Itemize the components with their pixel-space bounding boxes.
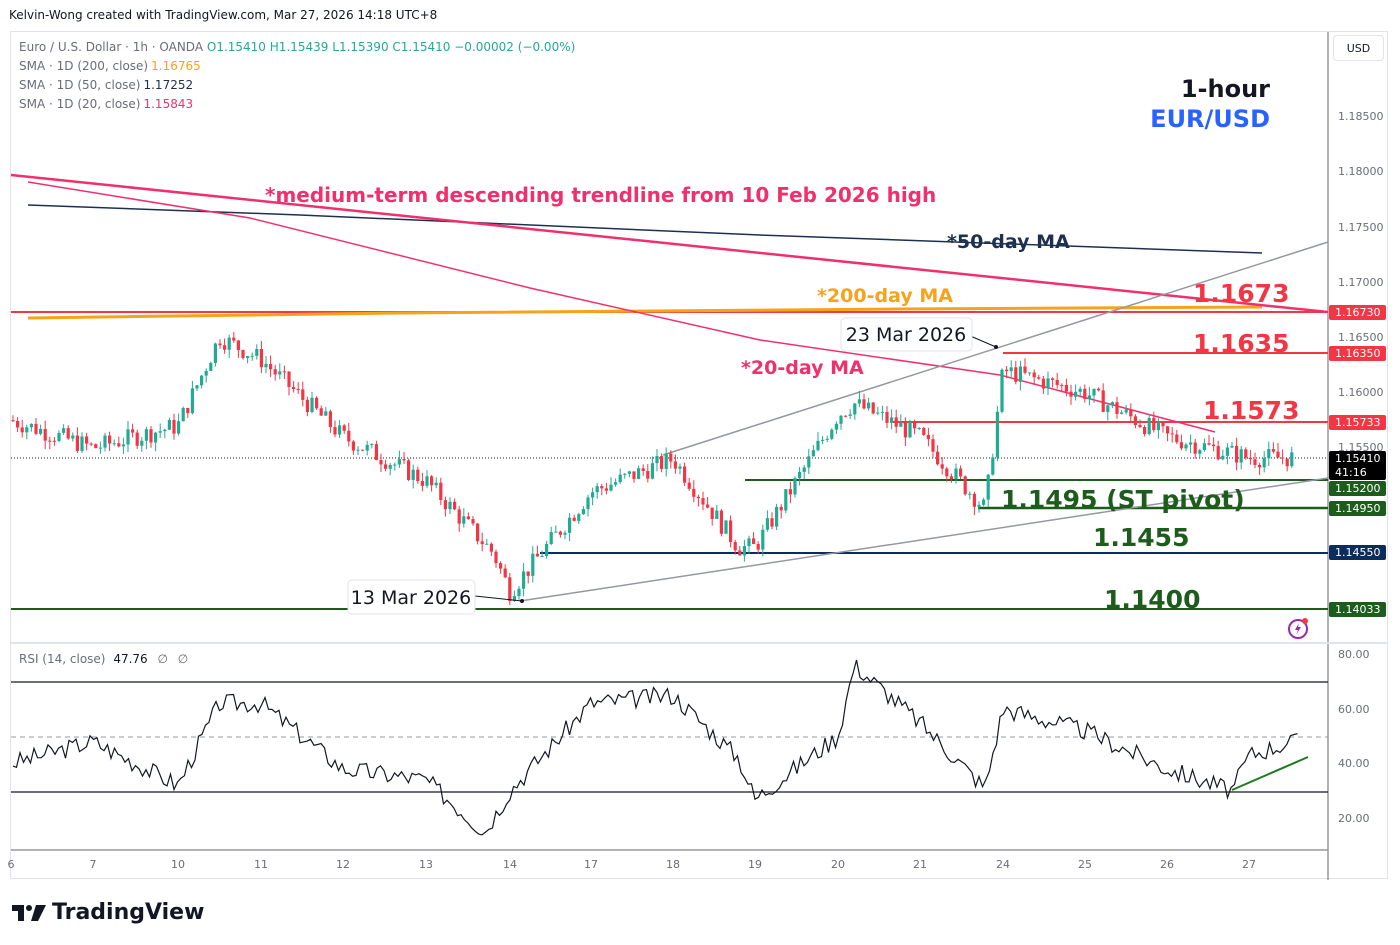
level-label-1455: 1.1455	[1093, 523, 1189, 552]
rsi-label: RSI (14, close)	[19, 652, 106, 666]
svg-text:10: 10	[171, 858, 185, 871]
sma20-value: 1.15843	[143, 97, 194, 111]
sma200-label: SMA · 1D (200, close)	[19, 59, 149, 73]
svg-text:41:16: 41:16	[1335, 466, 1367, 479]
chart-legend: Euro / U.S. Dollar · 1h · OANDA O1.15410…	[19, 38, 575, 114]
callout-13-mar[interactable]: 13 Mar 2026	[347, 579, 524, 615]
svg-text:1.18000: 1.18000	[1338, 165, 1384, 178]
rsi-legend[interactable]: RSI (14, close) 47.76 ∅ ∅	[19, 652, 188, 666]
rsi-rising-trendline	[1231, 756, 1309, 791]
callout-23-mar[interactable]: 23 Mar 2026	[840, 317, 998, 352]
currency-button[interactable]: USD	[1333, 35, 1384, 61]
svg-text:25: 25	[1078, 858, 1092, 871]
pair-title: EUR/USD	[1150, 105, 1270, 133]
sma20-line	[27, 181, 1216, 433]
chart-credit: Kelvin-Wong created with TradingView.com…	[9, 8, 438, 22]
svg-text:23 Mar 2026: 23 Mar 2026	[846, 324, 966, 346]
rsi-pane	[11, 659, 1328, 836]
chart-title-block: 1-hour EUR/USD	[1150, 74, 1270, 134]
svg-text:13: 13	[419, 858, 433, 871]
svg-text:1.16000: 1.16000	[1338, 386, 1384, 399]
ohlc-low: L1.15390	[332, 40, 389, 54]
svg-text:1.16350: 1.16350	[1335, 347, 1381, 360]
svg-text:11: 11	[254, 858, 268, 871]
svg-text:6: 6	[8, 858, 15, 871]
tradingview-logo-icon	[12, 904, 46, 921]
candlesticks	[11, 331, 1294, 606]
sma50-line	[27, 204, 1263, 254]
svg-text:1.16500: 1.16500	[1338, 331, 1384, 344]
rsi-extra2: ∅	[177, 652, 189, 666]
svg-text:80.00: 80.00	[1338, 648, 1370, 661]
svg-text:1.14550: 1.14550	[1335, 546, 1381, 559]
rsi-value: 47.76	[113, 652, 148, 666]
svg-text:7: 7	[90, 858, 97, 871]
sma50-label: SMA · 1D (50, close)	[19, 78, 141, 92]
sma50-legend-row[interactable]: SMA · 1D (50, close) 1.17252	[19, 76, 575, 95]
level-label-1635: 1.1635	[1193, 329, 1289, 358]
ohlc-high: H1.15439	[269, 40, 329, 54]
sma200-value: 1.16765	[151, 59, 201, 73]
rsi-extra1: ∅	[157, 652, 168, 666]
svg-text:14: 14	[503, 858, 517, 871]
svg-text:1.15200: 1.15200	[1335, 482, 1381, 495]
tradingview-logo[interactable]: TradingView	[12, 900, 204, 925]
svg-text:1.18500: 1.18500	[1338, 110, 1384, 123]
svg-text:20.00: 20.00	[1338, 812, 1370, 825]
trendline-annotation: *medium-term descending trendline from 1…	[265, 183, 936, 207]
svg-text:19: 19	[748, 858, 762, 871]
level-label-1400: 1.1400	[1104, 585, 1200, 614]
sma20-annotation: *20-day MA	[741, 357, 864, 379]
symbol-label[interactable]: Euro / U.S. Dollar · 1h · OANDA	[19, 40, 204, 54]
flash-alert-icon[interactable]	[1286, 616, 1310, 640]
sma200-annotation: *200-day MA	[817, 285, 953, 307]
sma20-label: SMA · 1D (20, close)	[19, 97, 141, 111]
chart-frame	[10, 31, 1388, 879]
svg-text:1.14950: 1.14950	[1335, 502, 1381, 515]
svg-text:60.00: 60.00	[1338, 703, 1370, 716]
moving-averages	[10, 173, 1329, 433]
svg-text:1.17000: 1.17000	[1338, 276, 1384, 289]
svg-text:13 Mar 2026: 13 Mar 2026	[351, 587, 471, 609]
svg-text:24: 24	[996, 858, 1010, 871]
level-label-1573: 1.1573	[1203, 396, 1299, 425]
level-label-1673: 1.1673	[1193, 279, 1289, 308]
tradingview-wordmark: TradingView	[52, 900, 205, 925]
svg-text:1.16730: 1.16730	[1335, 306, 1381, 319]
sma50-annotation: *50-day MA	[947, 231, 1070, 253]
price-axis[interactable]: 1.18500 1.18000 1.17500 1.17000 1.16500 …	[1338, 110, 1384, 454]
ohlc-close: C1.15410	[392, 40, 451, 54]
svg-text:21: 21	[913, 858, 927, 871]
channel-lower	[519, 477, 1329, 602]
svg-text:26: 26	[1160, 858, 1174, 871]
rsi-line	[12, 659, 1298, 836]
svg-text:1.15500: 1.15500	[1338, 441, 1384, 454]
descending-trendline	[10, 173, 1329, 314]
timeframe-title: 1-hour	[1180, 75, 1270, 103]
svg-text:1.15410: 1.15410	[1335, 452, 1381, 465]
sma20-legend-row[interactable]: SMA · 1D (20, close) 1.15843	[19, 95, 575, 114]
annotations: *medium-term descending trendline from 1…	[265, 183, 1299, 614]
svg-text:17: 17	[584, 858, 598, 871]
svg-text:1.15733: 1.15733	[1335, 416, 1381, 429]
symbol-legend-row: Euro / U.S. Dollar · 1h · OANDA O1.15410…	[19, 38, 575, 57]
rsi-axis[interactable]: 80.00 60.00 40.00 20.00	[1338, 648, 1370, 825]
svg-text:1.14033: 1.14033	[1335, 603, 1381, 616]
svg-text:40.00: 40.00	[1338, 757, 1370, 770]
level-label-1495: 1.1495 (ST pivot)	[1001, 485, 1245, 514]
sma200-legend-row[interactable]: SMA · 1D (200, close) 1.16765	[19, 57, 575, 76]
sma200-line	[27, 305, 1263, 320]
ohlc-change: −0.00002 (−0.00%)	[454, 40, 576, 54]
sma50-value: 1.17252	[143, 78, 194, 92]
svg-text:20: 20	[831, 858, 845, 871]
svg-text:1.17500: 1.17500	[1338, 221, 1384, 234]
svg-text:18: 18	[666, 858, 680, 871]
svg-text:12: 12	[336, 858, 350, 871]
svg-text:27: 27	[1242, 858, 1256, 871]
ohlc-open: O1.15410	[206, 40, 266, 54]
time-axis[interactable]: 6 7 10 11 12 13 14 17 18 19 20 21 24 25 26 27	[8, 858, 1257, 871]
